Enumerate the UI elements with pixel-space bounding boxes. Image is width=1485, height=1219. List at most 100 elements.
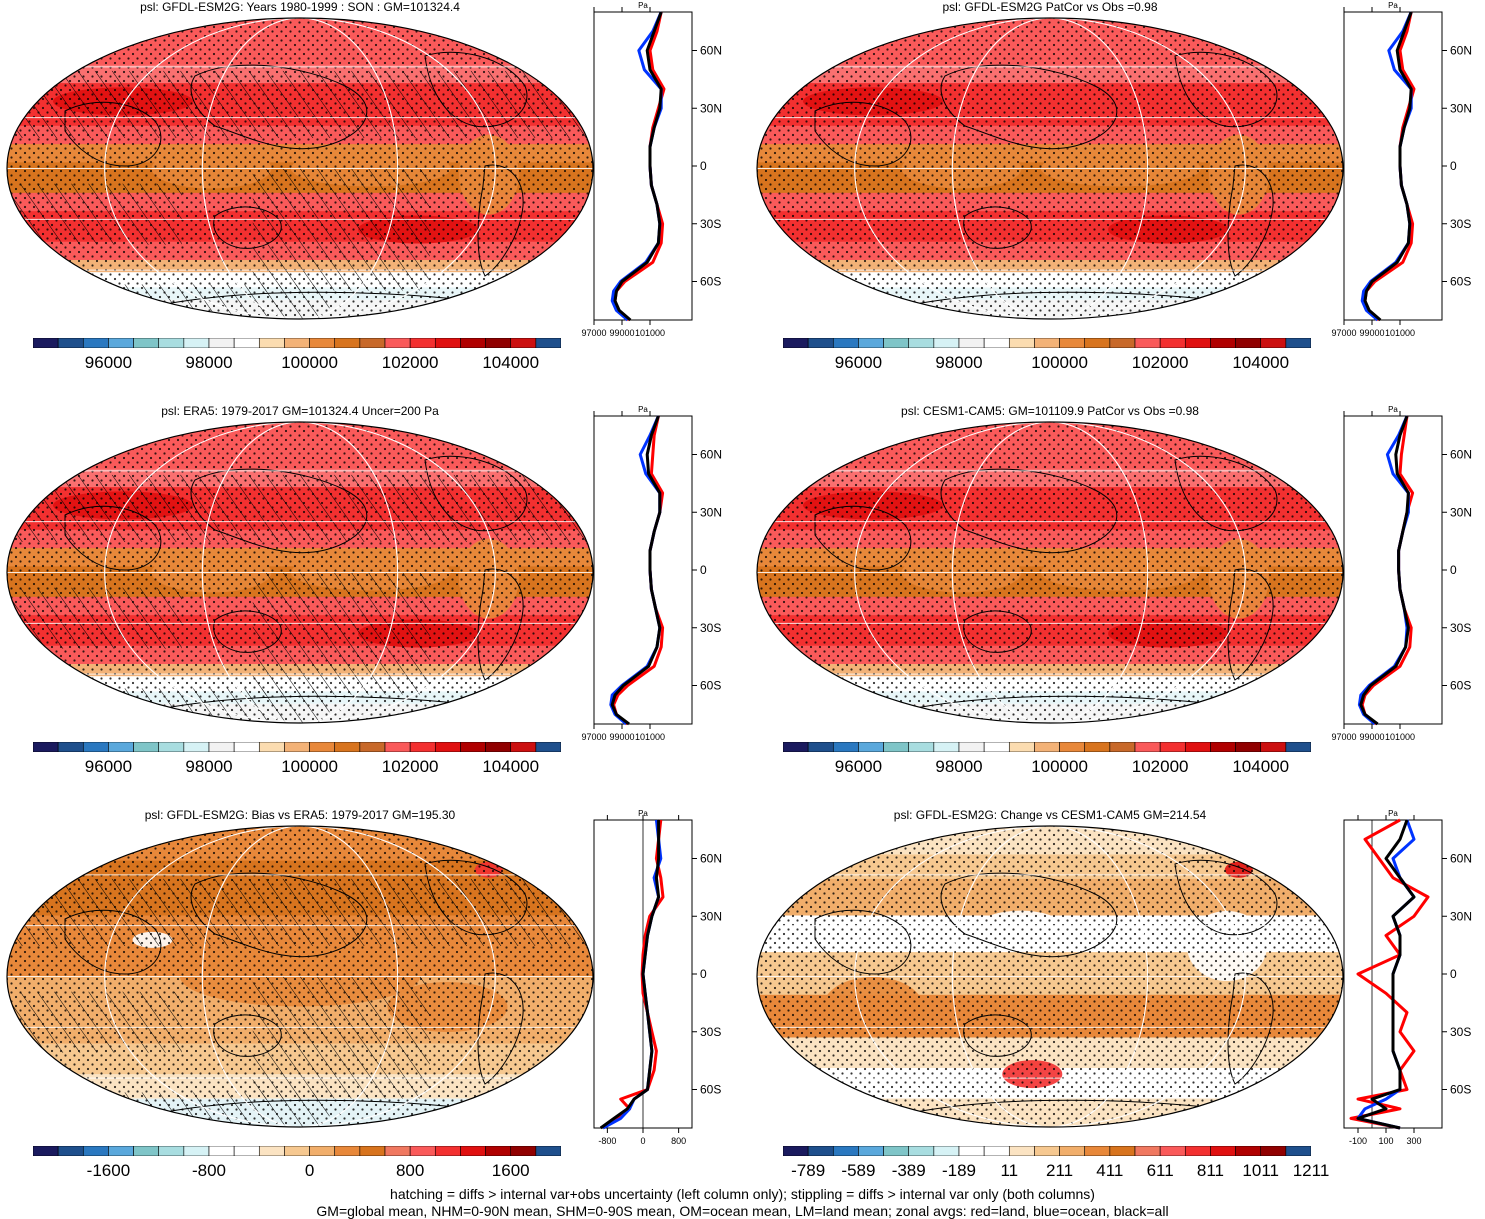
- y-tick-label: 30S: [1450, 621, 1471, 635]
- colorbar-swatch: [1059, 338, 1086, 348]
- x-axis-unit: Pa: [1388, 405, 1398, 414]
- colorbar-tick-label: 611: [1146, 1161, 1174, 1180]
- colorbar-swatch: [1285, 1146, 1311, 1156]
- world-map: [756, 421, 1344, 724]
- map-title: psl: GFDL-ESM2G PatCor vs Obs =0.98: [942, 0, 1158, 14]
- colorbar-swatch: [359, 338, 386, 348]
- colorbar-swatch: [33, 1146, 59, 1156]
- colorbar-swatch: [108, 1146, 134, 1156]
- coastline: [814, 101, 912, 167]
- y-tick-label: 60S: [700, 1083, 721, 1097]
- colorbar-swatch: [309, 742, 336, 752]
- colorbar-swatch: [460, 338, 486, 348]
- colorbar-swatch: [258, 338, 285, 348]
- hatching: [7, 70, 593, 138]
- colorbar-swatch: [1159, 742, 1186, 752]
- zonal-series-all: [1356, 819, 1416, 1130]
- y-tick-label: 0: [700, 159, 707, 173]
- colorbar-tick-label: 102000: [381, 353, 439, 372]
- panel-4: psl: CESM1-CAM5: GM=101109.9 PatCor vs O…: [750, 404, 1485, 794]
- zonal-series-land: [612, 415, 665, 726]
- hatching: [252, 976, 430, 1099]
- colorbar-swatch: [1235, 742, 1262, 752]
- map-border: [756, 825, 1344, 1128]
- x-tick-label: 99000: [609, 328, 634, 338]
- colorbar-swatch: [1134, 1146, 1161, 1156]
- map-title: psl: GFDL-ESM2G: Years 1980-1999 : SON :…: [140, 0, 460, 14]
- colorbar-swatch: [1084, 338, 1111, 348]
- zonal-series-all: [1359, 415, 1410, 726]
- colorbar-swatch: [208, 1146, 235, 1156]
- colorbar-tick-label: -589: [841, 1161, 876, 1180]
- colorbar-swatch: [133, 742, 160, 752]
- y-tick-label: 30S: [1450, 1025, 1471, 1039]
- x-tick-label: 99000: [609, 732, 634, 742]
- y-tick-label: 60N: [700, 852, 722, 866]
- colorbar: [783, 338, 1311, 348]
- colorbar-swatch: [434, 338, 461, 348]
- colorbar-swatch: [1159, 1146, 1186, 1156]
- world-map: [756, 825, 1344, 1128]
- coastline: [213, 610, 282, 653]
- map-border: [6, 17, 594, 320]
- colorbar-swatch: [409, 742, 436, 752]
- colorbar-tick-label: -189: [941, 1161, 977, 1180]
- colorbar-swatch: [158, 338, 185, 348]
- panel-2: psl: GFDL-ESM2G PatCor vs Obs =0.98 96000…: [750, 0, 1485, 390]
- colorbar-swatch: [284, 338, 310, 348]
- colorbar-swatch: [807, 338, 834, 348]
- longitude-line: [201, 826, 399, 1127]
- y-tick-label: 30S: [700, 621, 721, 635]
- y-tick-label: 0: [700, 563, 707, 577]
- world-map: [6, 17, 594, 320]
- x-tick-label: 97000: [1331, 732, 1356, 742]
- colorbar-swatch: [485, 338, 512, 348]
- hatching: [252, 168, 430, 291]
- colorbar-swatch: [82, 338, 109, 348]
- coastline: [1174, 51, 1278, 128]
- coastline: [814, 909, 912, 975]
- colorbar-swatch: [535, 1146, 561, 1156]
- colorbar-swatch: [933, 742, 960, 752]
- map-title: psl: ERA5: 1979-2017 GM=101324.4 Uncer=2…: [161, 404, 439, 418]
- colorbar-tick-label: 98000: [185, 353, 233, 372]
- colorbar-swatch: [1109, 338, 1136, 348]
- colorbar-swatch: [883, 338, 910, 348]
- plot-frame: [1343, 11, 1443, 321]
- colorbar-tick-label: 100000: [281, 757, 338, 776]
- x-tick-label: 300: [1406, 1136, 1421, 1146]
- colorbar-tick-label: 96000: [834, 757, 883, 776]
- y-tick-label: 60S: [1450, 275, 1471, 289]
- longitude-line: [951, 826, 1149, 1127]
- colorbar-tick-label: 100000: [1031, 353, 1088, 372]
- colorbar-swatch: [33, 742, 59, 752]
- map-title: psl: CESM1-CAM5: GM=101109.9 PatCor vs O…: [901, 404, 1199, 418]
- colorbar-swatch: [384, 1146, 411, 1156]
- colorbar-swatch: [908, 742, 935, 752]
- x-tick-label: 101000: [635, 328, 665, 338]
- colorbar-tick-label: 1011: [1242, 1161, 1279, 1180]
- colorbar-tick-label: 102000: [1131, 757, 1189, 776]
- colorbar-swatch: [1008, 742, 1035, 752]
- colorbar-swatch: [1235, 338, 1262, 348]
- colorbar-tick-label: 104000: [1232, 353, 1290, 372]
- y-tick-label: 60N: [700, 44, 722, 58]
- y-tick-label: 30S: [1450, 217, 1471, 231]
- coastline: [64, 101, 162, 167]
- panel-3: psl: ERA5: 1979-2017 GM=101324.4 Uncer=2…: [0, 404, 735, 794]
- y-tick-label: 60N: [1450, 852, 1472, 866]
- colorbar-tick-label: 800: [395, 1161, 425, 1180]
- colorbar-swatch: [1285, 338, 1311, 348]
- colorbar-tick-label: 811: [1196, 1161, 1224, 1180]
- x-tick-label: 97000: [1331, 328, 1356, 338]
- colorbar-swatch: [108, 338, 134, 348]
- y-tick-label: 30N: [700, 505, 722, 519]
- y-tick-label: 0: [1450, 967, 1457, 981]
- map-title: psl: GFDL-ESM2G: Change vs CESM1-CAM5 GM…: [893, 808, 1207, 822]
- colorbar-swatch: [908, 1146, 935, 1156]
- zonal-mean-plot: Pa 60N 30N 0 30S 60S 97000 99000 101000: [581, 405, 722, 742]
- hatching: [7, 991, 182, 1053]
- coastline: [477, 568, 524, 681]
- coastline: [424, 51, 528, 128]
- zonal-series-land: [1349, 818, 1430, 1130]
